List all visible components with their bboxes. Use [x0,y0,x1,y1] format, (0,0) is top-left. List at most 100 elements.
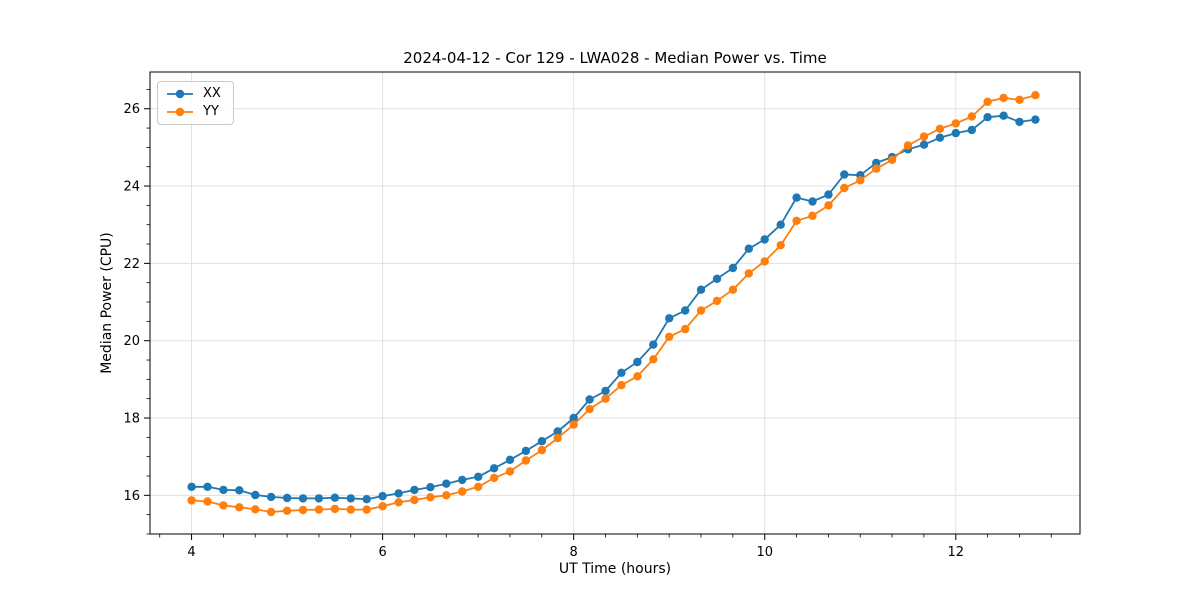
series-xx-point [808,197,817,206]
series-yy-point [808,211,817,220]
series-yy-point [505,467,515,476]
series-yy-point [712,296,722,306]
series-xx-point [282,493,292,503]
x-axis-label: UT Time (hours) [558,561,672,577]
series-yy-point [569,420,578,429]
series-xx-point [744,244,753,253]
legend-item-xx: XX [165,86,221,102]
series-yy-point [601,394,610,403]
series-yy-point [442,491,451,500]
series-xx-point [219,485,228,495]
series-xx-point [776,220,785,229]
series-xx-point [1015,117,1024,127]
series-xx-point [458,475,467,485]
series-yy-point [919,132,929,141]
series-yy-point [219,501,228,510]
series-yy-point [474,482,483,491]
series-xx-point [394,489,403,498]
series-yy-point [792,216,801,225]
series-yy-point [696,306,706,315]
series-xx-point [585,395,594,404]
series-yy-point [489,473,499,483]
series-yy-point [314,505,324,514]
series-xx-point [792,193,801,202]
series-xx-point [251,490,260,500]
series-xx-line [190,114,1037,501]
series-xx-point [983,113,992,122]
y-tick-label: 20 [123,334,140,349]
series-xx-point [840,170,849,179]
series-xx-point [681,306,690,315]
y-tick-label: 16 [123,489,140,504]
series-yy-point [665,332,674,341]
series-xx-point [951,128,960,138]
series-yy-point [728,285,738,294]
series-yy-point [983,97,992,107]
series-xx-point [489,464,499,473]
series-xx-point [378,491,387,501]
series-xx-point [553,427,562,436]
x-tick-label: 10 [756,545,773,560]
series-yy-point [187,496,196,505]
series-yy-point [617,381,626,390]
series-yy-point [776,241,785,250]
series-yy-point [633,372,642,381]
series-yy-point [840,183,849,193]
y-tick-label: 22 [123,257,140,272]
series-yy-point [887,155,897,164]
y-tick-label: 18 [123,412,140,427]
chart-title: 2024-04-12 - Cor 129 - LWA028 - Median P… [403,49,827,67]
series-xx-point [187,482,196,491]
series-xx-point [967,125,976,135]
series-yy-point [903,141,913,150]
series-xx-point [649,340,658,349]
series-yy-point [967,112,976,121]
series-xx-point [1031,115,1040,124]
series-yy-point [378,502,387,511]
series-xx-point [935,133,945,142]
series-xx-point [474,472,483,481]
series-xx-point [410,485,419,495]
series-yy-point [458,487,467,496]
series-xx-point [346,494,355,503]
series-yy-point [1015,95,1024,105]
series-xx-point [235,486,244,495]
series-yy-point [537,445,547,455]
series-yy-line [190,94,1037,513]
legend-label-xx: XX [203,86,221,101]
series-yy-point [999,93,1008,103]
x-tick-label: 6 [378,545,386,560]
series-yy-point [330,504,340,514]
y-axis-label: Median Power (CPU) [99,232,115,374]
series-yy-point [935,124,945,133]
series-yy-point [1031,91,1040,100]
series-xx-point [696,285,706,294]
legend-item-yy: YY [165,104,221,120]
series-xx-point [999,111,1008,120]
x-tick-label: 8 [570,545,578,560]
series-xx-point [665,314,674,323]
legend-line-marker-yy-icon [167,107,193,117]
series-yy-point [649,355,658,364]
series-yy-point [856,176,865,185]
series-yy-point [394,498,403,507]
series-yy-point [346,505,355,514]
series-yy-point [585,404,594,414]
series-yy-point [872,164,881,173]
x-tick-label: 4 [187,545,195,560]
series-xx-point [919,140,929,149]
series-xx-point [633,357,642,367]
axes-spines [149,71,1081,535]
series-xx-point [362,495,371,504]
legend: XX YY [157,81,234,125]
series-xx-point [824,190,833,199]
series-yy-point [282,506,292,515]
series-xx-point [872,158,881,168]
series-xx-point [760,235,769,244]
series-yy-point [951,119,960,128]
series-xx-point [601,386,610,396]
series-xx-point [617,368,626,377]
series-xx-point [569,413,578,423]
